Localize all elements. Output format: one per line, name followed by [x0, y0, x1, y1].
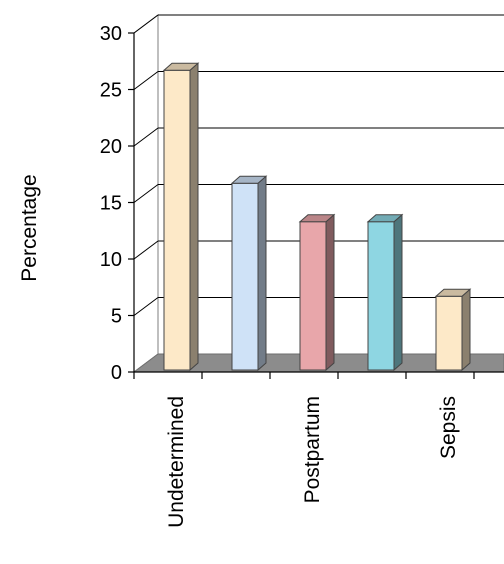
gridline-diagonal — [133, 297, 159, 316]
bar — [434, 288, 472, 372]
x-tick-label: Undetermined — [165, 396, 188, 528]
y-tick-label: 15 — [100, 193, 122, 215]
bar-top — [298, 214, 336, 223]
bar-top — [230, 175, 268, 184]
bar-top — [434, 288, 472, 297]
y-axis-title: Percentage — [18, 174, 41, 281]
x-tick-label: Sepsis — [437, 396, 460, 459]
bar-side — [325, 213, 335, 372]
bar — [162, 62, 200, 372]
bars — [162, 62, 472, 372]
gridline-diagonal — [133, 14, 159, 34]
bar-front — [231, 182, 259, 371]
x-tick-labels: Undetermined Postpartum Sepsis — [165, 396, 460, 528]
y-tick-label: 5 — [111, 306, 122, 328]
y-tick-labels: 0 5 10 15 20 25 30 — [100, 23, 122, 384]
bar-top — [366, 214, 404, 223]
bar-front — [367, 221, 395, 371]
y-tick-label: 25 — [100, 80, 122, 102]
y-tick-label: 10 — [100, 249, 122, 271]
y-tick-label: 30 — [100, 23, 122, 45]
bar-side — [393, 213, 403, 372]
y-tick-label: 0 — [111, 362, 122, 384]
bar — [298, 213, 336, 372]
x-tick-label: Postpartum — [301, 396, 324, 503]
gridline-diagonal — [133, 240, 159, 260]
bar — [230, 175, 268, 372]
bar-front — [299, 221, 327, 371]
bar-side — [189, 62, 199, 372]
y-axis — [128, 32, 504, 379]
bar-front — [163, 69, 191, 371]
bar-side — [257, 175, 267, 372]
gridline-diagonal — [133, 127, 159, 147]
bar-top — [162, 62, 200, 71]
gridline-diagonal — [133, 184, 159, 203]
bar — [366, 213, 404, 372]
bar-side — [461, 288, 471, 372]
bar-front — [435, 295, 463, 371]
y-tick-label: 20 — [100, 136, 122, 158]
gridline-diagonal — [133, 71, 159, 90]
